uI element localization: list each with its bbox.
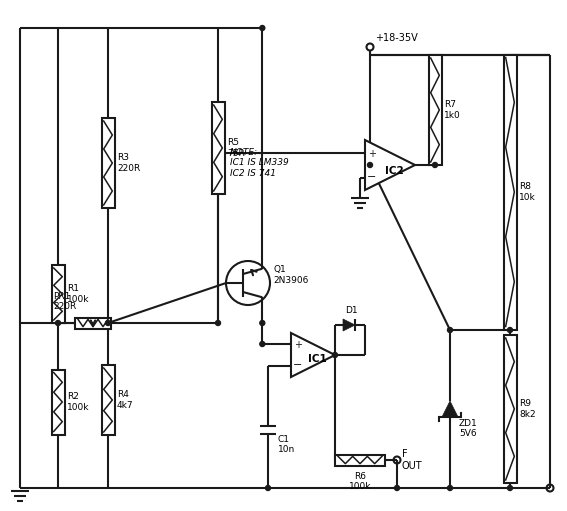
Bar bbox=[503, 55, 517, 330]
Circle shape bbox=[447, 328, 452, 333]
Bar bbox=[101, 118, 115, 208]
Text: NOTE:
IC1 IS LM339
IC2 IS 741: NOTE: IC1 IS LM339 IC2 IS 741 bbox=[230, 148, 289, 178]
Text: R2
100k: R2 100k bbox=[67, 392, 90, 412]
Bar bbox=[101, 365, 115, 435]
Text: Q1
2N3906: Q1 2N3906 bbox=[273, 265, 308, 285]
Text: R5
75R: R5 75R bbox=[227, 138, 245, 158]
Circle shape bbox=[215, 320, 221, 326]
Circle shape bbox=[507, 328, 513, 333]
Text: C1
10n: C1 10n bbox=[278, 435, 295, 454]
Circle shape bbox=[507, 485, 513, 491]
Text: IC1: IC1 bbox=[308, 354, 327, 364]
Text: +: + bbox=[294, 340, 302, 350]
Text: D1: D1 bbox=[345, 306, 357, 315]
Text: R1
100k: R1 100k bbox=[67, 284, 90, 304]
Bar bbox=[211, 102, 225, 194]
Polygon shape bbox=[291, 333, 335, 377]
Polygon shape bbox=[442, 401, 458, 417]
Circle shape bbox=[260, 26, 265, 31]
Text: R7
1k0: R7 1k0 bbox=[444, 100, 461, 120]
Text: R4
4k7: R4 4k7 bbox=[117, 390, 134, 410]
Circle shape bbox=[260, 320, 265, 326]
Polygon shape bbox=[365, 140, 415, 190]
Circle shape bbox=[105, 320, 111, 326]
Bar bbox=[52, 369, 65, 434]
Text: PR1
220R: PR1 220R bbox=[53, 292, 76, 311]
Bar bbox=[52, 265, 65, 323]
Text: R8
10k: R8 10k bbox=[519, 182, 536, 202]
Text: −: − bbox=[367, 172, 376, 181]
Circle shape bbox=[260, 341, 265, 346]
Text: ZD1
5V6: ZD1 5V6 bbox=[459, 419, 478, 438]
Circle shape bbox=[433, 162, 438, 168]
Circle shape bbox=[56, 320, 61, 326]
Circle shape bbox=[447, 485, 452, 491]
Text: IC2: IC2 bbox=[384, 166, 403, 176]
Bar bbox=[75, 317, 111, 329]
Text: +: + bbox=[368, 149, 376, 158]
Text: −: − bbox=[293, 360, 303, 370]
Text: F
OUT: F OUT bbox=[402, 449, 422, 471]
Polygon shape bbox=[343, 319, 355, 331]
Bar bbox=[429, 55, 442, 165]
Circle shape bbox=[265, 485, 270, 491]
Bar bbox=[503, 335, 517, 483]
Circle shape bbox=[332, 353, 337, 358]
Text: R9
8k2: R9 8k2 bbox=[519, 399, 536, 419]
Text: R6
100k: R6 100k bbox=[349, 472, 371, 492]
Bar bbox=[335, 454, 385, 466]
Text: R3
220R: R3 220R bbox=[117, 153, 140, 173]
Circle shape bbox=[395, 485, 400, 491]
Circle shape bbox=[367, 162, 373, 168]
Text: +18-35V: +18-35V bbox=[375, 33, 418, 43]
